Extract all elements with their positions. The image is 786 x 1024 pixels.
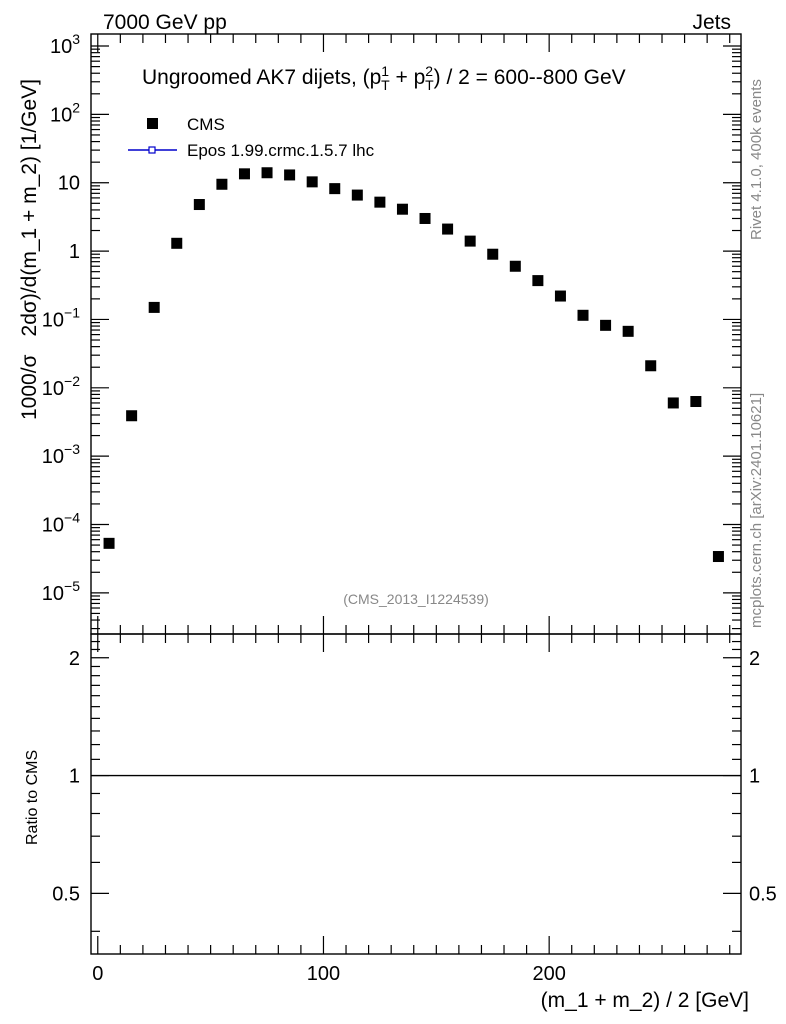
cms-data-point [577, 309, 589, 321]
ratio-y-axis-label: Ratio to CMS [24, 750, 41, 845]
mcplots-label: mcplots.cern.ch [arXiv:2401.10621] [748, 393, 765, 628]
x-tick-label: 200 [532, 963, 565, 985]
cms-data-point [374, 196, 386, 208]
header-energy-label: 7000 GeV pp [103, 11, 227, 34]
cms-data-point [238, 168, 250, 180]
cms-data-point [351, 189, 363, 201]
main-y-tick-label: 10−5 [42, 578, 80, 605]
rivet-label: Rivet 4.1.0, 400k events [748, 79, 765, 240]
cms-data-point [171, 237, 183, 249]
ratio-plot-frame [90, 633, 742, 955]
cms-data-point [396, 203, 408, 215]
x-tick-label: 0 [92, 963, 103, 985]
ratio-y-tick-label-right: 2 [749, 648, 760, 670]
cms-data-point [645, 360, 657, 372]
chart-title: Ungroomed AK7 dijets, (p1 T + p2 T) / 2 = … [142, 63, 626, 93]
cms-data-point [690, 396, 702, 408]
cms-data-point [712, 551, 724, 563]
main-y-tick-label: 103 [50, 31, 80, 58]
header-jets-label: Jets [692, 11, 731, 34]
cms-data-point [284, 169, 296, 181]
main-y-tick-label: 10−4 [42, 509, 80, 536]
ratio-x-ticks: 0 100 200 [92, 634, 731, 985]
main-y-tick-label: 10−2 [42, 373, 80, 400]
cms-data-point [329, 183, 341, 195]
main-y-tick-label: 10−3 [42, 441, 80, 468]
cms-data-point [126, 410, 138, 422]
main-y-tick-label: 10 [58, 173, 80, 195]
main-y-tick-label: 10−1 [42, 304, 80, 331]
ratio-y-tick-label-right: 0.5 [749, 883, 777, 905]
cms-data-point [464, 235, 476, 247]
cms-data-point [554, 290, 566, 302]
ratio-y-ticks: 0.5 0.5 1 1 2 2 [52, 640, 777, 932]
cms-data-point [622, 325, 634, 337]
x-tick-label: 100 [307, 963, 340, 985]
cms-data-point [193, 199, 205, 211]
main-y-tick-label: 1 [69, 241, 80, 263]
cms-series [103, 167, 724, 563]
ratio-y-tick-label-left: 0.5 [52, 883, 80, 905]
ratio-y-tick-label-right: 1 [749, 766, 760, 788]
cms-data-point [600, 319, 612, 331]
ratio-y-tick-label-left: 2 [69, 648, 80, 670]
cms-data-point [667, 397, 679, 409]
main-x-ticks [97, 34, 731, 634]
cms-data-point [487, 248, 499, 260]
cms-data-point [419, 212, 431, 224]
x-axis-label: (m_1 + m_2) / 2 [GeV] [541, 989, 749, 1012]
legend-epos-marker [148, 146, 156, 154]
main-y-axis-label: 1000/σ2dσ)/d(m_1 + m_2) [1/GeV] [18, 79, 41, 420]
cms-data-point [306, 176, 318, 188]
main-y-tick-label: 102 [50, 99, 80, 126]
cms-data-point [509, 260, 521, 272]
cms-data-point [261, 167, 273, 179]
main-y-ticks: 10−5 10−4 10−3 10−2 10−1 1 10 102 103 [42, 31, 741, 630]
cms-data-point [532, 275, 544, 287]
legend-epos-label: Epos 1.99.crmc.1.5.7 lhc [187, 141, 375, 160]
cms-data-point [216, 178, 228, 190]
cms-data-point [442, 223, 454, 235]
cms-data-point [103, 537, 115, 549]
legend-cms-marker [147, 118, 158, 129]
ratio-y-tick-label-left: 1 [69, 766, 80, 788]
analysis-id-annotation: (CMS_2013_I1224539) [343, 591, 489, 607]
cms-data-point [148, 301, 160, 313]
legend-cms-label: CMS [187, 115, 225, 134]
